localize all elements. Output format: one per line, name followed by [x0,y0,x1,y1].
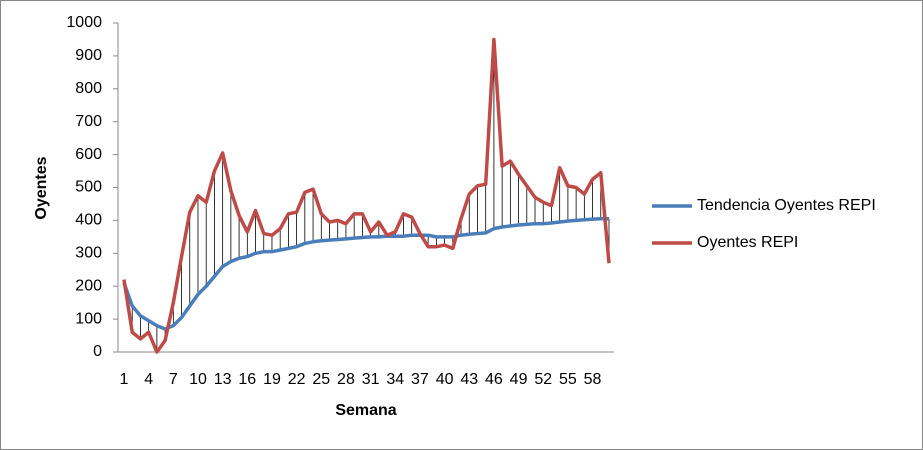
x-tick-label: 31 [362,371,380,388]
legend-label: Tendencia Oyentes REPI [697,197,876,214]
y-tick-label: 700 [75,113,102,130]
y-tick-label: 800 [75,80,102,97]
x-tick-label: 22 [288,371,306,388]
x-tick-label: 4 [144,371,153,388]
y-tick-label: 900 [75,47,102,64]
y-tick-label: 1000 [66,14,102,31]
y-tick-label: 400 [75,212,102,229]
x-tick-label: 49 [510,371,528,388]
x-axis-title: Semana [335,402,396,419]
x-tick-label: 43 [460,371,478,388]
x-tick-label: 40 [436,371,454,388]
series-line [122,37,611,354]
y-axis-title: Oyentes [33,156,50,219]
y-tick-label: 100 [75,310,102,327]
y-tick-label: 0 [93,343,102,360]
legend-label: Oyentes REPI [697,234,798,251]
x-tick-label: 25 [312,371,330,388]
y-tick-label: 200 [75,277,102,294]
x-tick-label: 55 [559,371,577,388]
x-tick-label: 52 [534,371,552,388]
x-tick-label: 46 [485,371,503,388]
x-tick-label: 1 [120,371,129,388]
x-tick-label: 28 [337,371,355,388]
x-tick-label: 7 [169,371,178,388]
series-line [122,217,609,331]
x-tick-label: 16 [238,371,256,388]
y-tick-label: 600 [75,146,102,163]
x-tick-label: 37 [411,371,429,388]
x-tick-label: 13 [214,371,232,388]
y-tick-label: 500 [75,179,102,196]
x-tick-label: 58 [584,371,602,388]
y-tick-label: 300 [75,245,102,262]
x-tick-label: 34 [386,371,404,388]
x-tick-label: 19 [263,371,281,388]
x-tick-label: 10 [189,371,207,388]
